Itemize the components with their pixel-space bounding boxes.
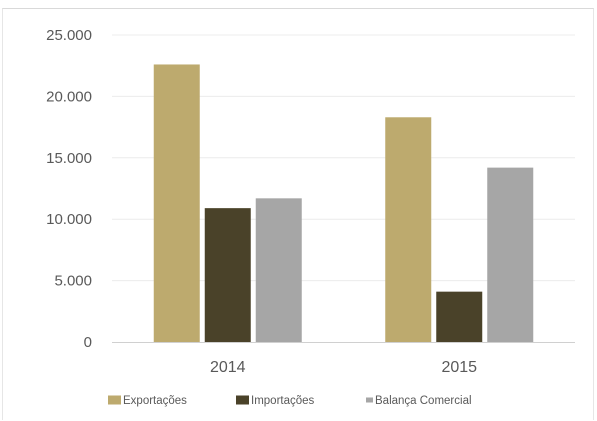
- x-category-label: 2014: [210, 359, 246, 376]
- legend-swatch: [108, 395, 121, 405]
- bar-exporta-es-2014: [153, 64, 200, 343]
- bars: [153, 64, 534, 343]
- y-tick-label: 15.000: [46, 150, 92, 167]
- bar-importa-es-2015: [436, 291, 483, 342]
- bar-balan-a-comercial-2015: [487, 167, 534, 342]
- y-tick-label: 5.000: [54, 273, 92, 290]
- legend-label: Balança Comercial: [375, 395, 472, 407]
- legend-label: Exportações: [123, 395, 187, 407]
- x-axis-categories: 2014 2015: [210, 359, 477, 376]
- y-tick-label: 25.000: [46, 27, 92, 44]
- y-tick-label: 10.000: [46, 211, 92, 228]
- legend-label: Importações: [251, 395, 315, 407]
- bar-importa-es-2014: [204, 208, 251, 342]
- x-category-label: 2015: [441, 359, 477, 376]
- y-tick-label: 0: [84, 334, 92, 351]
- y-axis-ticks: 0 5.000 10.000 15.000 20.000 25.000: [46, 27, 92, 351]
- legend-swatch: [236, 395, 249, 405]
- bar-exporta-es-2015: [385, 117, 432, 342]
- legend-swatch: [366, 397, 373, 403]
- y-tick-label: 20.000: [46, 88, 92, 105]
- legend: Exportações Importações Balança Comercial: [108, 395, 472, 407]
- bar-balan-a-comercial-2014: [255, 198, 302, 342]
